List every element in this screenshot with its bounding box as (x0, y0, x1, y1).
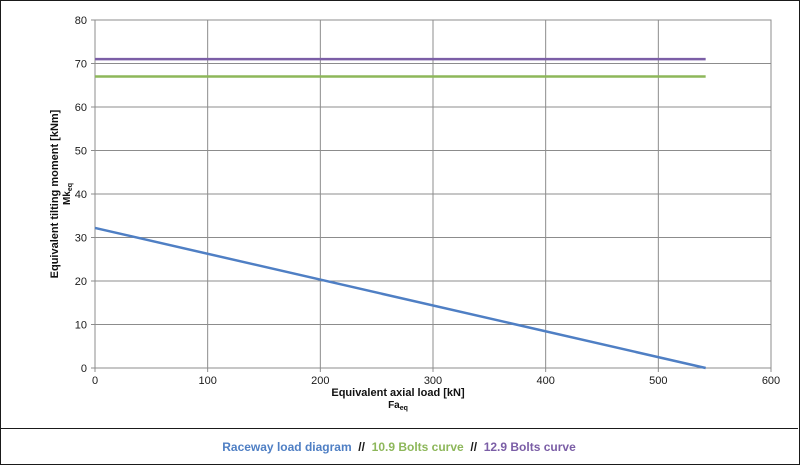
y-tick-label: 50 (75, 146, 87, 158)
x-axis-symbol-main: Fa (388, 400, 400, 411)
axis-titles: Equivalent axial load [kN] Faeq Equivale… (49, 109, 465, 412)
y-axis-symbol: Mkeq (62, 183, 74, 205)
y-tick-label: 30 (75, 233, 87, 245)
legend-separator: // (351, 439, 372, 454)
y-tick-label: 70 (75, 59, 87, 71)
x-tick-label: 0 (92, 375, 98, 387)
legend-item-12-9-bolts: 12.9 Bolts curve (483, 439, 576, 454)
legend: Raceway load diagram // 10.9 Bolts curve… (0, 428, 798, 464)
chart-svg: 0 100 200 300 400 500 600 0 10 20 30 40 50 60 70 80 Equ… (49, 15, 780, 412)
x-tick-label: 600 (762, 375, 780, 387)
x-tick-label: 300 (424, 375, 442, 387)
x-tick-label: 400 (536, 375, 554, 387)
x-tick-label: 100 (198, 375, 216, 387)
series-lines (94, 57, 706, 370)
x-axis-symbol: Faeq (388, 400, 408, 412)
y-tick-label: 10 (75, 320, 87, 332)
series-line-1 (94, 226, 706, 370)
x-tick-label: 200 (311, 375, 329, 387)
y-axis-title: Equivalent tilting moment [kNm] (49, 109, 61, 278)
legend-separator: // (463, 439, 484, 454)
legend-item-raceway: Raceway load diagram (222, 439, 352, 454)
y-tick-label: 80 (75, 15, 87, 27)
x-axis-symbol-subscript: eq (400, 405, 408, 412)
y-tick-label: 0 (81, 363, 87, 375)
legend-item-10-9-bolts: 10.9 Bolts curve (371, 439, 464, 454)
y-axis-symbol-main: Mk (62, 191, 73, 205)
x-tick-label: 500 (649, 375, 667, 387)
x-axis-title: Equivalent axial load [kN] (331, 387, 465, 399)
y-tick-label: 60 (75, 102, 87, 114)
y-tick-label: 40 (75, 189, 87, 201)
gridlines (91, 19, 772, 372)
y-tick-label: 20 (75, 276, 87, 288)
tick-labels: 0 100 200 300 400 500 600 0 10 20 30 40 50 60 70 80 (75, 15, 780, 387)
y-axis-symbol-subscript: eq (67, 183, 74, 191)
